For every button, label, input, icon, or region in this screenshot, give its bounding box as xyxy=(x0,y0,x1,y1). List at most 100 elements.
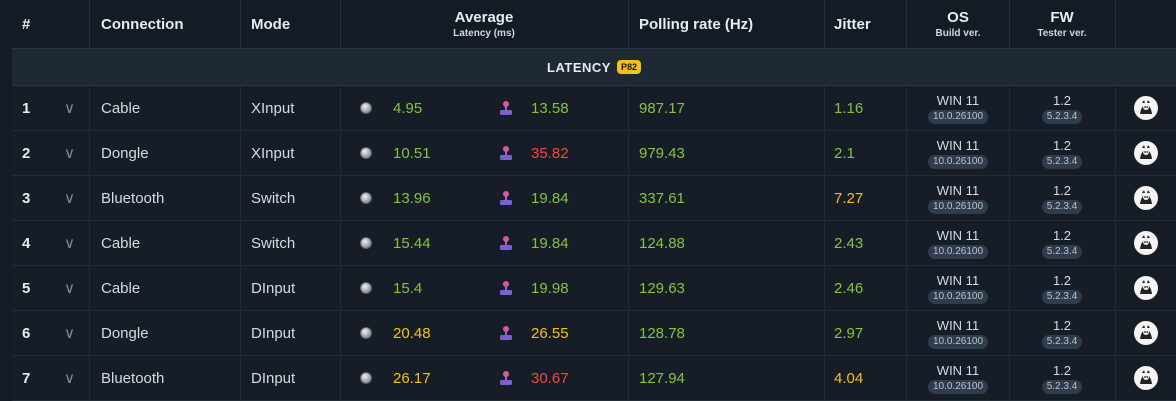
header-fw-title: FW xyxy=(1050,9,1074,26)
row-latency-button: 4.95 xyxy=(393,99,423,117)
row-fw-version: 1.2 xyxy=(1052,362,1072,378)
tester-avatar-icon[interactable] xyxy=(1134,366,1158,390)
header-os: OS Build ver. xyxy=(907,0,1009,48)
row-tester-version: 5.2.3.4 xyxy=(1041,379,1083,394)
table-body: 1 ∨ Cable XInput 4.95 13.58 987.17 1.16 WIN 11 10… xyxy=(12,86,1176,401)
row-latency-joystick: 19.84 xyxy=(531,189,569,207)
chevron-down-icon[interactable]: ∨ xyxy=(64,145,75,162)
row-latency-joystick: 19.84 xyxy=(531,234,569,252)
row-polling-rate: 128.78 xyxy=(639,324,685,342)
row-os-build: 10.0.26100 xyxy=(927,199,989,214)
row-connection: Cable xyxy=(101,234,141,252)
section-badge: P82 xyxy=(616,60,641,74)
tester-avatar-icon[interactable] xyxy=(1134,321,1158,345)
chevron-down-icon[interactable]: ∨ xyxy=(64,100,75,117)
row-fw: 1.2 5.2.3.4 xyxy=(1010,356,1114,400)
row-polling-rate: 127.94 xyxy=(639,369,685,387)
header-polling: Polling rate (Hz) xyxy=(639,15,754,33)
row-mode: DInput xyxy=(251,324,296,342)
row-jitter: 2.1 xyxy=(834,144,855,162)
row-fw: 1.2 5.2.3.4 xyxy=(1010,176,1114,220)
table-row[interactable]: 5 ∨ Cable DInput 15.4 19.98 129.63 2.46 WIN 11 10… xyxy=(12,266,1176,311)
row-fw-version: 1.2 xyxy=(1052,137,1072,153)
joystick-icon xyxy=(500,281,512,295)
row-connection: Cable xyxy=(101,279,141,297)
row-connection: Bluetooth xyxy=(101,189,165,207)
button-dot-icon xyxy=(360,327,372,339)
row-os: WIN 11 10.0.26100 xyxy=(907,221,1009,265)
table-row[interactable]: 7 ∨ Bluetooth DInput 26.17 30.67 127.94 4.04 WIN… xyxy=(12,356,1176,401)
header-average-title: Average xyxy=(454,9,514,26)
table-row[interactable]: 4 ∨ Cable Switch 15.44 19.84 124.88 2.43 WIN 11 1… xyxy=(12,221,1176,266)
row-os-name: WIN 11 xyxy=(936,272,980,288)
row-connection: Cable xyxy=(101,99,141,117)
row-number: 5 xyxy=(22,279,31,297)
table-row[interactable]: 2 ∨ Dongle XInput 10.51 35.82 979.43 2.1 WIN 11 1… xyxy=(12,131,1176,176)
chevron-down-icon[interactable]: ∨ xyxy=(64,235,75,252)
row-fw: 1.2 5.2.3.4 xyxy=(1010,86,1114,130)
row-os: WIN 11 10.0.26100 xyxy=(907,86,1009,130)
chevron-down-icon[interactable]: ∨ xyxy=(64,190,75,207)
chevron-down-icon[interactable]: ∨ xyxy=(64,280,75,297)
row-latency-button: 10.51 xyxy=(393,144,431,162)
row-latency-joystick: 30.67 xyxy=(531,369,569,387)
header-num: # xyxy=(22,15,31,33)
row-polling-rate: 987.17 xyxy=(639,99,685,117)
joystick-icon xyxy=(500,326,512,340)
chevron-down-icon[interactable]: ∨ xyxy=(64,325,75,342)
row-latency-button: 15.4 xyxy=(393,279,423,297)
header-mode: Mode xyxy=(251,15,291,33)
tester-avatar-icon[interactable] xyxy=(1134,231,1158,255)
tester-avatar-icon[interactable] xyxy=(1134,141,1158,165)
row-jitter: 2.97 xyxy=(834,324,864,342)
row-number: 7 xyxy=(22,369,31,387)
tester-avatar-icon[interactable] xyxy=(1134,96,1158,120)
row-fw: 1.2 5.2.3.4 xyxy=(1010,266,1114,310)
row-number: 4 xyxy=(22,234,31,252)
row-os-build: 10.0.26100 xyxy=(927,379,989,394)
table-row[interactable]: 3 ∨ Bluetooth Switch 13.96 19.84 337.61 7.27 WIN… xyxy=(12,176,1176,221)
row-latency-button: 20.48 xyxy=(393,324,431,342)
tester-avatar-icon[interactable] xyxy=(1134,276,1158,300)
button-dot-icon xyxy=(360,372,372,384)
header-os-sub: Build ver. xyxy=(935,28,981,39)
row-fw: 1.2 5.2.3.4 xyxy=(1010,221,1114,265)
joystick-icon xyxy=(500,191,512,205)
header-connection: Connection xyxy=(101,15,184,33)
row-number: 3 xyxy=(22,189,31,207)
joystick-icon xyxy=(500,236,512,250)
row-latency-button: 26.17 xyxy=(393,369,431,387)
header-jitter: Jitter xyxy=(834,15,871,33)
row-os: WIN 11 10.0.26100 xyxy=(907,131,1009,175)
row-os-name: WIN 11 xyxy=(936,362,980,378)
row-fw-version: 1.2 xyxy=(1052,317,1072,333)
button-dot-icon xyxy=(360,147,372,159)
row-os-build: 10.0.26100 xyxy=(927,244,989,259)
header-latency-sub: Latency (ms) xyxy=(453,28,515,39)
row-latency-button: 13.96 xyxy=(393,189,431,207)
row-mode: Switch xyxy=(251,189,296,207)
row-mode: DInput xyxy=(251,279,296,297)
row-os-build: 10.0.26100 xyxy=(927,109,989,124)
row-jitter: 2.46 xyxy=(834,279,864,297)
section-title: LATENCY xyxy=(547,59,611,75)
row-os: WIN 11 10.0.26100 xyxy=(907,356,1009,400)
row-os-build: 10.0.26100 xyxy=(927,334,989,349)
tester-avatar-icon[interactable] xyxy=(1134,186,1158,210)
row-os-name: WIN 11 xyxy=(936,92,980,108)
chevron-down-icon[interactable]: ∨ xyxy=(64,370,75,387)
row-latency-joystick: 26.55 xyxy=(531,324,569,342)
row-polling-rate: 124.88 xyxy=(639,234,685,252)
joystick-icon xyxy=(500,101,512,115)
row-tester-version: 5.2.3.4 xyxy=(1041,199,1083,214)
row-tester-version: 5.2.3.4 xyxy=(1041,289,1083,304)
row-fw-version: 1.2 xyxy=(1052,182,1072,198)
joystick-icon xyxy=(500,371,512,385)
row-fw-version: 1.2 xyxy=(1052,227,1072,243)
row-jitter: 2.43 xyxy=(834,234,864,252)
table-row[interactable]: 1 ∨ Cable XInput 4.95 13.58 987.17 1.16 WIN 11 10… xyxy=(12,86,1176,131)
table-row[interactable]: 6 ∨ Dongle DInput 20.48 26.55 128.78 2.97 WIN 11… xyxy=(12,311,1176,356)
row-mode: DInput xyxy=(251,369,296,387)
row-os-name: WIN 11 xyxy=(936,317,980,333)
table-header: # Connection Mode Average Latency (ms) P… xyxy=(12,0,1176,48)
